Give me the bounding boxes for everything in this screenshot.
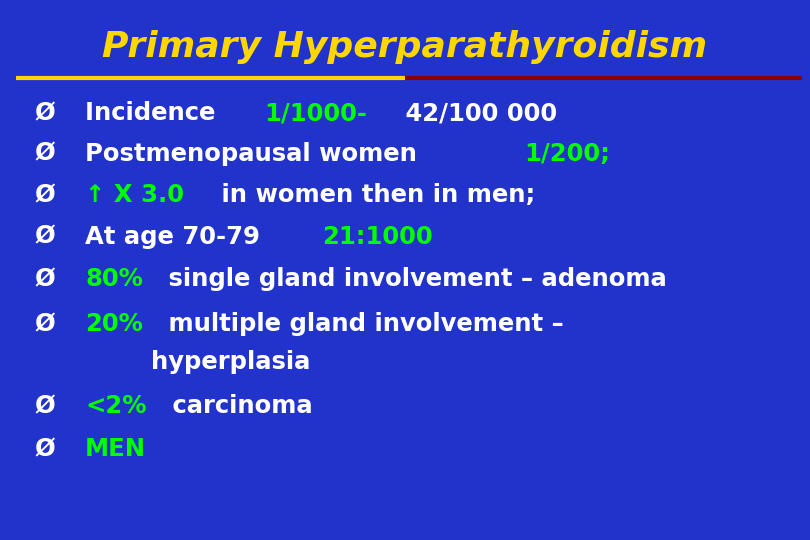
Text: Ø: Ø bbox=[34, 184, 55, 207]
Text: 1/200;: 1/200; bbox=[524, 142, 610, 166]
Text: <2%: <2% bbox=[85, 394, 147, 418]
Text: 21:1000: 21:1000 bbox=[322, 225, 433, 248]
Text: 1/1000-: 1/1000- bbox=[264, 102, 367, 125]
Text: Incidence: Incidence bbox=[85, 102, 224, 125]
Text: in women then in men;: in women then in men; bbox=[213, 184, 535, 207]
Text: Ø: Ø bbox=[34, 394, 55, 418]
Text: hyperplasia: hyperplasia bbox=[117, 350, 311, 374]
Text: Primary Hyperparathyroidism: Primary Hyperparathyroidism bbox=[102, 30, 708, 64]
Text: At age 70-79: At age 70-79 bbox=[85, 225, 268, 248]
Text: MEN: MEN bbox=[85, 437, 146, 461]
Text: Ø: Ø bbox=[34, 142, 55, 166]
Text: Ø: Ø bbox=[34, 102, 55, 125]
Text: ↑ X 3.0: ↑ X 3.0 bbox=[85, 184, 184, 207]
Text: Ø: Ø bbox=[34, 312, 55, 336]
Text: 20%: 20% bbox=[85, 312, 143, 336]
Text: Postmenopausal women: Postmenopausal women bbox=[85, 142, 425, 166]
Text: carcinoma: carcinoma bbox=[164, 394, 313, 418]
Text: Ø: Ø bbox=[34, 437, 55, 461]
Text: 42/100 000: 42/100 000 bbox=[397, 102, 557, 125]
Text: multiple gland involvement –: multiple gland involvement – bbox=[160, 312, 563, 336]
Text: 80%: 80% bbox=[85, 267, 143, 291]
Text: single gland involvement – adenoma: single gland involvement – adenoma bbox=[160, 267, 667, 291]
Text: Ø: Ø bbox=[34, 267, 55, 291]
Text: Ø: Ø bbox=[34, 225, 55, 248]
